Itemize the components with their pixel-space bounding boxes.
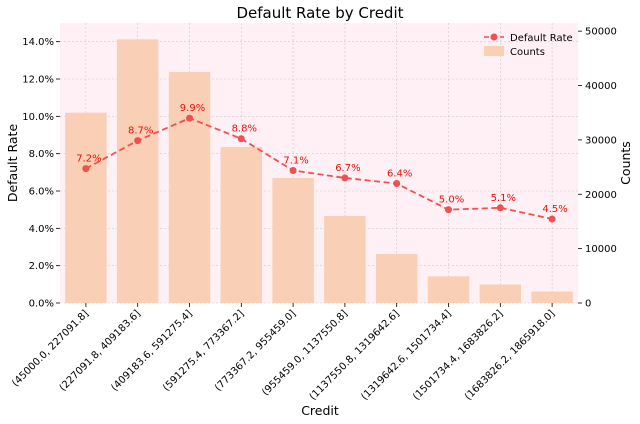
left-tick-label: 2.0%	[29, 261, 54, 272]
right-tick-label: 10000	[585, 244, 617, 255]
legend-bar-swatch	[484, 46, 504, 56]
right-tick-label: 20000	[585, 190, 617, 201]
left-tick-label: 4.0%	[29, 224, 54, 235]
count-bar	[375, 254, 418, 303]
legend-label-default-rate: Default Rate	[510, 33, 573, 44]
right-y-axis-label: Counts	[618, 141, 633, 185]
right-tick-label: 30000	[585, 135, 617, 146]
default-rate-point	[445, 206, 452, 214]
x-axis: (45000.0, 227091.8](227091.8, 409183.6](…	[10, 303, 557, 403]
x-axis-label: Credit	[301, 403, 339, 418]
left-tick-label: 0.0%	[29, 299, 54, 310]
default-rate-data-label: 6.7%	[335, 163, 360, 174]
default-rate-data-label: 6.4%	[387, 169, 412, 180]
right-tick-label: 50000	[585, 27, 617, 38]
legend: Default Rate Counts	[484, 33, 573, 58]
left-tick-label: 8.0%	[29, 149, 54, 160]
legend-marker-swatch	[490, 33, 498, 41]
default-rate-data-label: 5.0%	[439, 195, 464, 206]
default-rate-line-layer: 7.2% 8.7% 9.9% 8.8% 7.1% 6.7% 6.4% 5.0% 5.1% 4.5%	[76, 103, 568, 223]
right-tick-label: 40000	[585, 81, 617, 92]
default-rate-point	[82, 165, 90, 173]
default-rate-point	[289, 166, 297, 174]
count-bar	[272, 177, 314, 303]
default-rate-point	[496, 204, 504, 212]
count-bar	[427, 276, 470, 303]
default-rate-point	[237, 135, 245, 143]
default-rate-line	[85, 117, 553, 220]
right-tick-label: 0	[585, 299, 591, 310]
left-y-axis-label: Default Rate	[5, 124, 20, 203]
legend-label-counts: Counts	[510, 47, 545, 58]
default-rate-data-label: 8.8%	[232, 124, 257, 135]
count-bar	[324, 216, 366, 303]
right-y-axis: 0 10000 20000 30000 40000 50000	[578, 27, 617, 310]
x-tick-label: (1319642.6, 1501734.4]	[359, 308, 453, 402]
default-rate-data-label: 7.1%	[283, 155, 308, 166]
default-rate-point	[134, 137, 142, 145]
count-bar	[531, 291, 573, 303]
default-rate-point	[548, 215, 556, 223]
x-tick-label: (1501734.4, 1683826.2]	[411, 308, 505, 402]
default-rate-point	[393, 180, 401, 188]
default-rate-data-label: 4.5%	[542, 204, 567, 215]
default-rate-data-label: 8.7%	[128, 126, 153, 137]
left-tick-label: 14.0%	[22, 37, 54, 48]
count-bars	[65, 39, 573, 304]
left-y-axis: 0.0% 2.0% 4.0% 6.0% 8.0% 10.0% 12.0% 14.0%	[22, 37, 60, 310]
chart-title: Default Rate by Credit	[236, 4, 403, 22]
left-tick-label: 12.0%	[22, 75, 54, 86]
count-bar	[65, 112, 107, 303]
default-rate-data-label: 5.1%	[491, 193, 516, 204]
x-tick-label: (1137550.8, 1319642.6]	[308, 308, 402, 402]
default-rate-point	[341, 174, 349, 182]
left-tick-label: 6.0%	[29, 187, 54, 198]
count-bar	[168, 71, 211, 303]
count-bar	[116, 39, 159, 304]
count-bar	[220, 146, 263, 303]
default-rate-data-label: 9.9%	[180, 103, 205, 114]
x-tick-label: (1683826.2, 1865918.0]	[463, 308, 557, 402]
default-rate-point	[186, 114, 193, 122]
x-tick-label: (955459.0, 1137550.8]	[260, 308, 350, 398]
left-tick-label: 10.0%	[22, 112, 54, 123]
default-rate-data-label: 7.2%	[76, 154, 101, 165]
count-bar	[479, 284, 522, 303]
